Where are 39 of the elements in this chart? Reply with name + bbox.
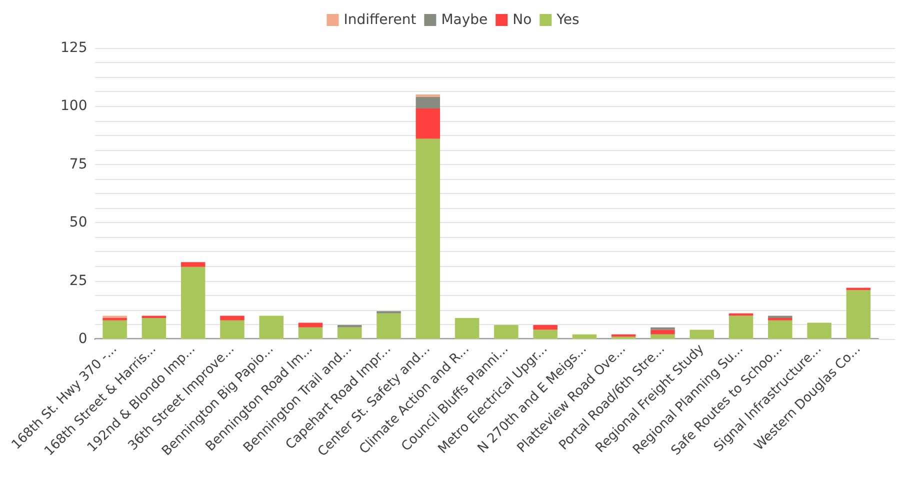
legend-label: Indifferent xyxy=(344,12,417,28)
bar xyxy=(259,316,284,339)
y-tick-label: 0 xyxy=(78,331,88,347)
bar xyxy=(690,330,714,339)
bar xyxy=(454,318,480,339)
bar xyxy=(180,266,206,339)
bar xyxy=(298,322,323,328)
bar xyxy=(768,316,792,318)
bar xyxy=(142,318,166,339)
bar xyxy=(298,327,323,339)
bar xyxy=(728,316,754,339)
y-tick-label: 100 xyxy=(60,98,88,114)
bar xyxy=(220,316,244,320)
bar xyxy=(416,108,440,139)
legend-label: No xyxy=(512,12,532,28)
bar xyxy=(650,334,675,339)
y-tick-label: 75 xyxy=(69,156,88,172)
legend-label: Yes xyxy=(556,12,580,28)
legend-label: Maybe xyxy=(441,12,488,28)
y-tick-label: 50 xyxy=(69,214,88,231)
bar xyxy=(220,320,244,339)
bar xyxy=(102,320,127,339)
bar xyxy=(807,322,832,339)
bar xyxy=(846,290,871,339)
bar xyxy=(142,316,166,318)
bar xyxy=(416,96,440,109)
bar xyxy=(180,262,206,267)
bar xyxy=(768,320,792,339)
y-tick-label: 125 xyxy=(60,40,88,56)
bar xyxy=(494,325,518,339)
bar xyxy=(533,330,558,339)
bar xyxy=(102,316,127,318)
bar xyxy=(376,313,401,339)
bar xyxy=(572,334,597,339)
bar xyxy=(416,138,440,339)
bar xyxy=(650,330,675,334)
bar xyxy=(338,327,362,339)
y-tick-label: 25 xyxy=(69,272,88,289)
bar xyxy=(533,325,558,330)
